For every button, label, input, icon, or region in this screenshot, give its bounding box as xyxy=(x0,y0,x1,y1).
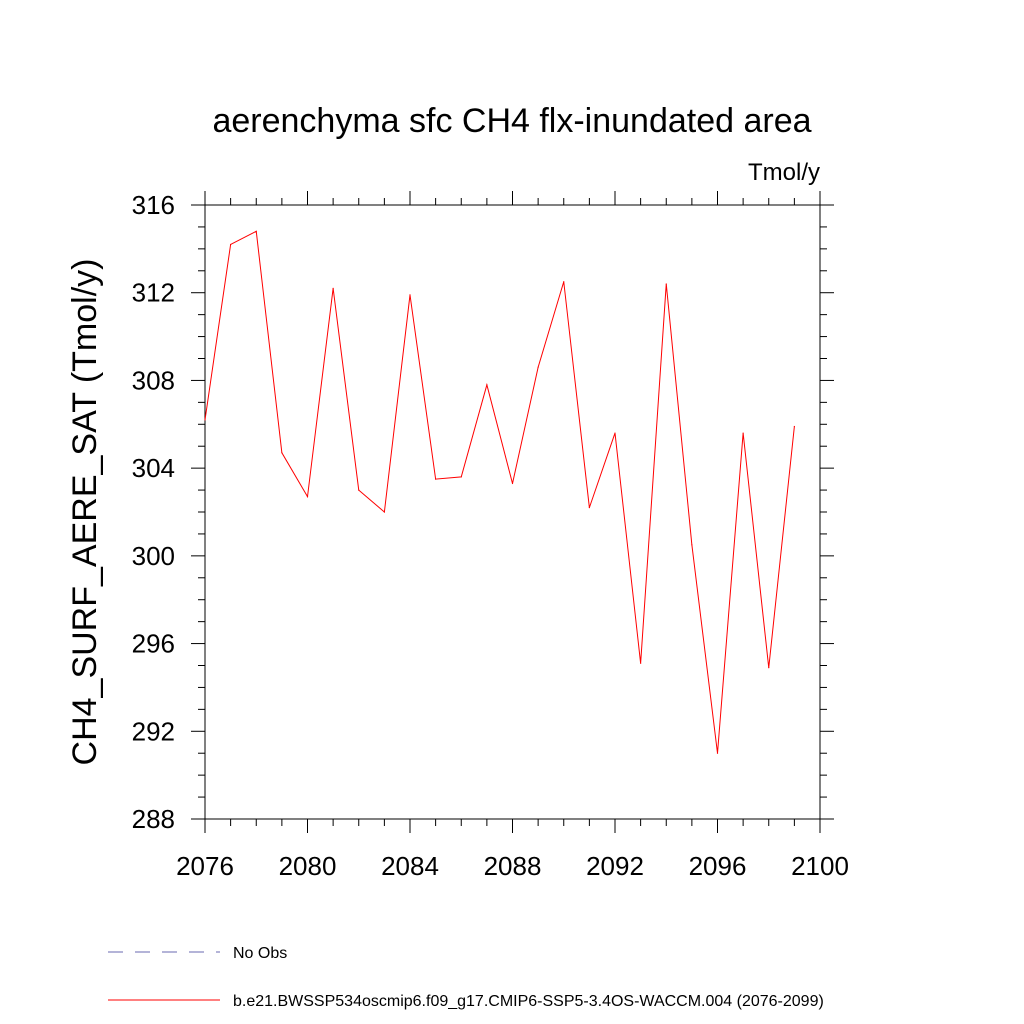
data-point xyxy=(665,283,667,285)
y-axis-label: CH4_SURF_AERE_SAT (Tmol/y) xyxy=(66,259,104,766)
data-point xyxy=(588,507,590,509)
data-point xyxy=(358,489,360,491)
y-tick-label: 288 xyxy=(132,804,175,834)
y-tick-label: 296 xyxy=(132,629,175,659)
y-tick-label: 292 xyxy=(132,716,175,746)
data-point xyxy=(691,544,693,546)
data-point xyxy=(332,287,334,289)
data-point xyxy=(768,667,770,669)
plot-frame xyxy=(204,204,821,820)
data-point xyxy=(460,476,462,478)
x-tick-label: 2084 xyxy=(381,851,439,881)
data-point xyxy=(204,419,206,421)
data-point xyxy=(435,478,437,480)
y-tick-label: 304 xyxy=(132,453,175,483)
data-point xyxy=(742,432,744,434)
axes: 2076 2080 2084 2088 2092 2096 2100 288 292 296 300… xyxy=(132,190,849,881)
x-tick-label: 2088 xyxy=(484,851,542,881)
chart-title: aerenchyma sfc CH4 flx-inundated area xyxy=(212,102,811,140)
data-point xyxy=(537,366,539,368)
data-point xyxy=(383,511,385,513)
legend-label: No Obs xyxy=(233,945,287,962)
x-tick-label: 2080 xyxy=(279,851,337,881)
x-tick-label: 2100 xyxy=(791,851,849,881)
y-tick-label: 308 xyxy=(132,365,175,395)
x-tick-label: 2076 xyxy=(176,851,234,881)
data-point xyxy=(255,230,257,232)
y-tick-label: 316 xyxy=(132,190,175,220)
legend-label: b.e21.BWSSP534oscmip6.f09_g17.CMIP6-SSP5… xyxy=(233,993,824,1010)
data-point xyxy=(716,752,719,754)
legend: No Obs b.e21.BWSSP534oscmip6.f09_g17.CMIP… xyxy=(108,945,824,1010)
data-point xyxy=(793,425,795,428)
y-tick-label: 312 xyxy=(132,278,175,308)
units-label: Tmol/y xyxy=(748,159,820,186)
series-line xyxy=(204,230,795,754)
data-point xyxy=(306,496,309,498)
data-point xyxy=(563,281,565,283)
data-point xyxy=(409,294,411,296)
x-tick-label: 2096 xyxy=(689,851,747,881)
y-tick-label: 300 xyxy=(132,541,175,571)
data-point xyxy=(230,243,232,246)
data-point xyxy=(614,432,616,434)
data-point xyxy=(640,662,642,664)
x-tick-label: 2092 xyxy=(586,851,644,881)
data-point xyxy=(486,384,488,386)
series-group xyxy=(204,230,795,754)
data-point xyxy=(281,452,283,454)
data-point xyxy=(511,482,514,485)
